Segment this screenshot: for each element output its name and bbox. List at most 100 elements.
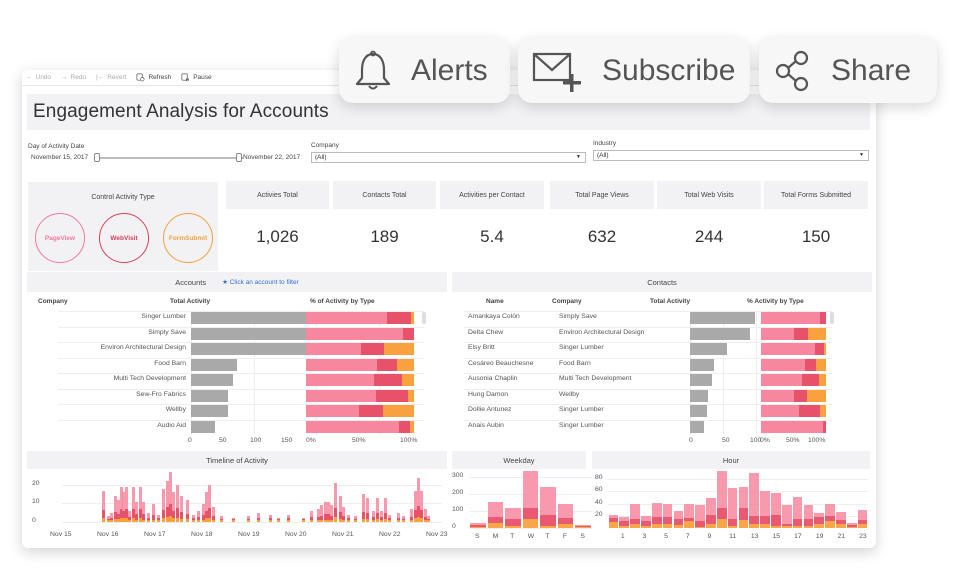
timeline-bar[interactable] [192, 472, 195, 522]
accounts-scrollbar[interactable] [422, 312, 426, 324]
timeline-bar[interactable] [157, 472, 160, 522]
timeline-bar[interactable] [330, 472, 333, 522]
timeline-bar[interactable] [212, 472, 215, 522]
column-bar[interactable] [575, 470, 591, 528]
timeline-bar[interactable] [180, 472, 183, 522]
timeline-bar[interactable] [122, 472, 125, 522]
column-bar[interactable] [641, 470, 651, 528]
timeline-bar[interactable] [424, 472, 427, 522]
column-bar[interactable] [825, 470, 835, 528]
timeline-bar[interactable] [287, 472, 290, 522]
column-bar[interactable] [540, 470, 556, 528]
timeline-bar[interactable] [147, 472, 150, 522]
account-name[interactable]: Wellby [165, 406, 186, 413]
contact-name[interactable]: Anais Aubin [468, 421, 504, 429]
column-bar[interactable] [738, 470, 749, 528]
column-bar[interactable] [662, 470, 673, 528]
timeline-bar[interactable] [342, 472, 345, 522]
total-activity-bar[interactable] [191, 405, 229, 417]
total-activity-bar[interactable] [690, 327, 750, 340]
timeline-bar[interactable] [186, 472, 189, 522]
timeline-bar[interactable] [120, 472, 123, 522]
contact-name[interactable]: Elsy Britt [468, 344, 495, 351]
activity-type-bar[interactable] [761, 420, 826, 433]
revert-button[interactable]: |← Revert [96, 74, 127, 81]
date-start-handle[interactable] [94, 153, 100, 162]
column-bar[interactable] [760, 470, 770, 528]
share-button[interactable]: Share [759, 38, 937, 103]
column-bar[interactable] [771, 470, 781, 528]
timeline-bar[interactable] [380, 472, 383, 522]
timeline-bar[interactable] [339, 472, 342, 522]
timeline-bar[interactable] [152, 472, 155, 522]
timeline-bar[interactable] [110, 472, 113, 522]
timeline-bar[interactable] [202, 472, 205, 522]
activity-type-bar[interactable] [306, 420, 414, 433]
column-bar[interactable] [727, 470, 738, 528]
timeline-bar[interactable] [172, 472, 175, 522]
alerts-button[interactable]: Alerts [339, 38, 510, 103]
timeline-bar[interactable] [347, 472, 350, 522]
timeline-bar[interactable] [269, 472, 272, 522]
column-bar[interactable] [608, 470, 619, 528]
total-activity-bar[interactable] [191, 420, 215, 433]
total-activity-bar[interactable] [690, 420, 704, 433]
date-end-handle[interactable] [236, 153, 242, 162]
timeline-bar[interactable] [128, 472, 131, 522]
timeline-bar[interactable] [320, 472, 323, 522]
timeline-bar[interactable] [247, 472, 250, 522]
timeline-bar[interactable] [114, 472, 117, 522]
timeline-bar[interactable] [388, 472, 391, 522]
contact-name[interactable]: Amankaya Colón [468, 313, 520, 320]
contact-name[interactable]: Dollie Antunez [468, 406, 512, 413]
total-activity-bar[interactable] [690, 343, 728, 355]
column-bar[interactable] [706, 470, 716, 528]
column-bar[interactable] [673, 470, 684, 528]
column-bar[interactable] [557, 470, 574, 528]
activity-type-bar[interactable] [761, 327, 826, 340]
total-activity-bar[interactable] [191, 327, 321, 340]
account-name[interactable]: Multi Tech Development [113, 375, 186, 382]
column-bar[interactable] [749, 470, 760, 528]
timeline-bar[interactable] [324, 472, 327, 522]
timeline-bar[interactable] [376, 472, 379, 522]
total-activity-bar[interactable] [191, 343, 308, 355]
timeline-bar[interactable] [302, 472, 305, 522]
timeline-bar[interactable] [169, 472, 172, 522]
undo-button[interactable]: ← Undo [26, 74, 52, 81]
timeline-bar[interactable] [162, 472, 165, 522]
contact-name[interactable]: Hung Damon [468, 390, 509, 398]
contacts-scrollbar[interactable] [830, 312, 834, 324]
column-bar[interactable] [846, 470, 857, 528]
timeline-bar[interactable] [142, 472, 145, 522]
company-select[interactable]: (All) ▼ [311, 152, 586, 163]
webvisit-toggle[interactable]: WebVisit [99, 213, 149, 263]
column-bar[interactable] [522, 470, 539, 528]
total-activity-bar[interactable] [690, 358, 715, 371]
column-bar[interactable] [716, 470, 727, 528]
timeline-bar[interactable] [139, 472, 142, 522]
account-name[interactable]: Sew-Fro Fabrics [136, 390, 186, 398]
timeline-bar[interactable] [132, 472, 135, 522]
activity-type-bar[interactable] [761, 312, 826, 324]
column-bar[interactable] [836, 470, 846, 528]
timeline-bar[interactable] [166, 472, 169, 522]
activity-type-bar[interactable] [306, 374, 414, 386]
timeline-bar[interactable] [205, 472, 208, 522]
date-range-slider[interactable] [100, 157, 243, 159]
column-bar[interactable] [651, 470, 662, 528]
column-bar[interactable] [470, 470, 486, 528]
timeline-bar[interactable] [334, 472, 337, 522]
column-bar[interactable] [781, 470, 792, 528]
column-bar[interactable] [505, 470, 521, 528]
activity-type-bar[interactable] [761, 389, 826, 402]
timeline-bar[interactable] [397, 472, 400, 522]
total-activity-bar[interactable] [191, 389, 229, 402]
activity-type-bar[interactable] [761, 358, 826, 371]
total-activity-bar[interactable] [690, 374, 713, 386]
timeline-bar[interactable] [310, 472, 313, 522]
timeline-bar[interactable] [277, 472, 280, 522]
redo-button[interactable]: → Redo [61, 74, 87, 81]
timeline-bar[interactable] [220, 472, 223, 522]
activity-type-bar[interactable] [306, 312, 414, 324]
